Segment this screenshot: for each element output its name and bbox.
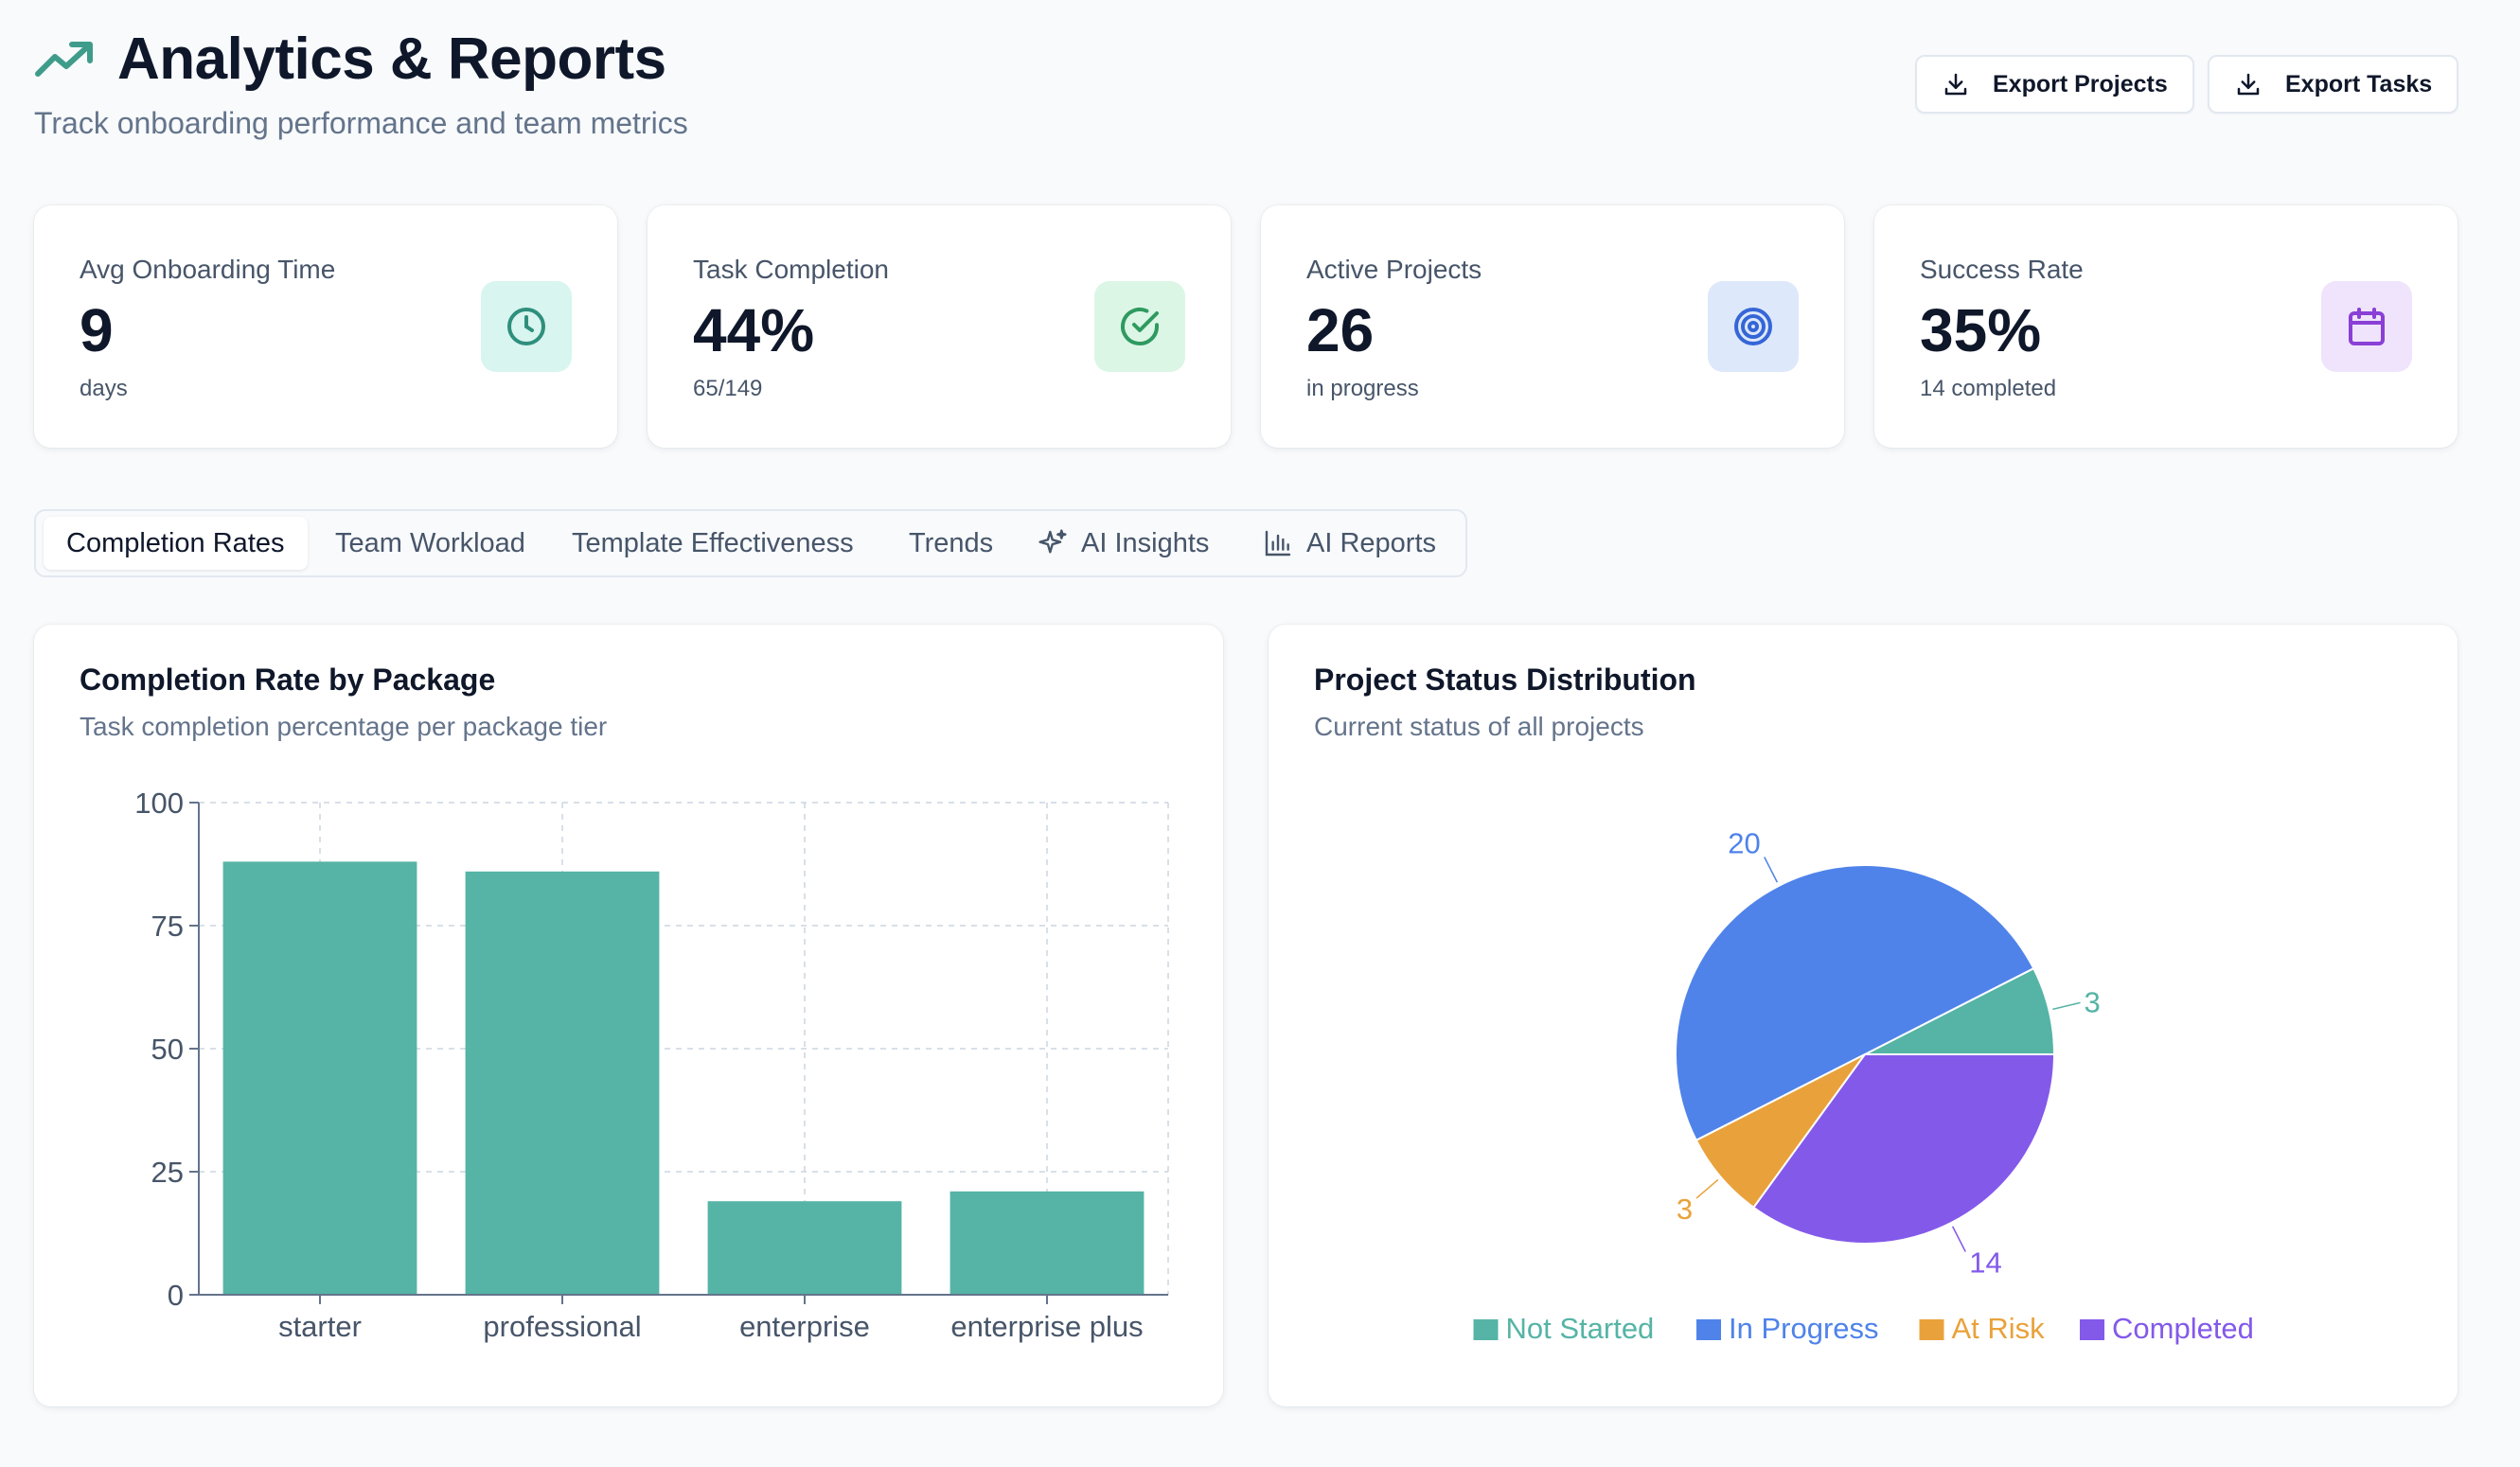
export-tasks-label: Export Tasks bbox=[2285, 70, 2433, 97]
y-tick-label: 75 bbox=[151, 910, 184, 943]
check-circle-icon bbox=[1121, 308, 1159, 345]
tab-label: AI Reports bbox=[1306, 527, 1436, 558]
tab-ai-insights[interactable]: AI Insights bbox=[1038, 517, 1209, 570]
stat-icon-box bbox=[1708, 281, 1799, 372]
tab-label: Template Effectiveness bbox=[572, 527, 854, 558]
status-pie-chart: 3 20 3 14 Not Started In Progress At Risk Compl… bbox=[1473, 827, 2254, 1345]
export-tasks-button[interactable]: Export Tasks bbox=[2208, 55, 2459, 114]
y-tick-label: 25 bbox=[151, 1156, 184, 1189]
bar-chart-icon bbox=[1265, 530, 1291, 557]
pie-leader-line bbox=[1764, 857, 1779, 883]
stat-card-avg-onboarding: Avg Onboarding Time 9 days bbox=[34, 205, 617, 448]
legend-label: Not Started bbox=[1506, 1312, 1655, 1345]
tab-completion-rates[interactable]: Completion Rates bbox=[44, 517, 308, 570]
tab-label: Trends bbox=[909, 527, 994, 558]
legend-swatch bbox=[1696, 1319, 1721, 1340]
panel-subtitle: Task completion percentage per package t… bbox=[80, 712, 608, 741]
legend-label: In Progress bbox=[1729, 1312, 1879, 1345]
pie-leader-line bbox=[1951, 1226, 1966, 1252]
stat-sub: 14 completed bbox=[1920, 376, 2057, 401]
panel-title: Project Status Distribution bbox=[1314, 663, 1696, 697]
x-tick-label: enterprise plus bbox=[950, 1310, 1143, 1343]
y-tick-label: 0 bbox=[168, 1279, 184, 1312]
status-distribution-panel: Project Status Distribution Current stat… bbox=[1269, 625, 2458, 1406]
stat-label: Active Projects bbox=[1306, 255, 1482, 284]
trending-up-icon bbox=[35, 42, 93, 77]
stat-sub: days bbox=[80, 376, 128, 401]
x-tick-label: professional bbox=[483, 1310, 641, 1343]
legend-swatch bbox=[1473, 1319, 1499, 1340]
pie-leader-line bbox=[1695, 1178, 1719, 1199]
download-icon bbox=[2237, 73, 2260, 96]
stat-sub: in progress bbox=[1306, 376, 1419, 401]
pie-value-label: 20 bbox=[1728, 827, 1760, 860]
sparkles-icon bbox=[1038, 529, 1067, 554]
legend-label: Completed bbox=[2112, 1312, 2254, 1345]
tab-label: Team Workload bbox=[335, 527, 525, 558]
y-tick-label: 100 bbox=[134, 787, 184, 820]
completion-bar-chart: 0 25 50 75 100 starter professional enterprise e… bbox=[134, 787, 1169, 1343]
legend-item-in-progress: In Progress bbox=[1696, 1312, 1879, 1345]
completion-rate-panel: Completion Rate by Package Task completi… bbox=[34, 625, 1223, 1406]
pie-legend: Not Started In Progress At Risk Completed bbox=[1473, 1312, 2254, 1345]
bar-starter bbox=[222, 861, 417, 1295]
stat-value: 35% bbox=[1920, 296, 2042, 364]
stat-value: 26 bbox=[1306, 296, 1375, 364]
x-tick-label: enterprise bbox=[739, 1310, 870, 1343]
stat-label: Success Rate bbox=[1920, 255, 2084, 284]
target-icon bbox=[1734, 308, 1772, 345]
panel-subtitle: Current status of all projects bbox=[1314, 712, 1644, 741]
legend-swatch bbox=[2080, 1319, 2104, 1340]
pie-slice-completed bbox=[1752, 1053, 2056, 1245]
export-projects-label: Export Projects bbox=[1993, 70, 2168, 97]
legend-item-not-started: Not Started bbox=[1473, 1312, 1655, 1345]
calendar-icon bbox=[2349, 308, 2385, 345]
pie-value-label: 3 bbox=[2085, 985, 2101, 1018]
stat-icon-box bbox=[2321, 281, 2412, 372]
stat-icon-box bbox=[481, 281, 572, 372]
bar-enterprise bbox=[707, 1201, 902, 1295]
stat-value: 44% bbox=[693, 296, 815, 364]
pie-value-label: 14 bbox=[1969, 1246, 2001, 1279]
stat-sub: 65/149 bbox=[693, 376, 763, 401]
x-tick-label: starter bbox=[278, 1310, 362, 1343]
stat-card-task-completion: Task Completion 44% 65/149 bbox=[648, 205, 1231, 448]
legend-swatch bbox=[1919, 1319, 1944, 1340]
tab-bar: Completion Rates Team Workload Template … bbox=[34, 509, 1467, 577]
tab-team-workload[interactable]: Team Workload bbox=[335, 517, 525, 570]
tab-ai-reports[interactable]: AI Reports bbox=[1263, 517, 1436, 570]
y-tick-label: 50 bbox=[151, 1033, 184, 1066]
export-projects-button[interactable]: Export Projects bbox=[1915, 55, 2194, 114]
stat-value: 9 bbox=[80, 296, 114, 364]
clock-icon bbox=[507, 308, 545, 345]
legend-item-completed: Completed bbox=[2080, 1312, 2254, 1345]
panel-title: Completion Rate by Package bbox=[80, 663, 496, 697]
tab-label: Completion Rates bbox=[66, 527, 285, 558]
bar-enterprise-plus bbox=[949, 1191, 1145, 1295]
stat-icon-box bbox=[1094, 281, 1185, 372]
stat-label: Avg Onboarding Time bbox=[80, 255, 336, 284]
tab-trends[interactable]: Trends bbox=[909, 517, 993, 570]
stat-card-active-projects: Active Projects 26 in progress bbox=[1261, 205, 1844, 448]
bar-professional bbox=[465, 871, 660, 1295]
stat-card-success-rate: Success Rate 35% 14 completed bbox=[1874, 205, 2458, 448]
legend-label: At Risk bbox=[1952, 1312, 2046, 1345]
page-subtitle: Track onboarding performance and team me… bbox=[34, 106, 688, 140]
download-icon bbox=[1944, 73, 1967, 96]
legend-item-at-risk: At Risk bbox=[1919, 1312, 2046, 1345]
page-title: Analytics & Reports bbox=[117, 27, 666, 92]
pie-leader-line bbox=[2052, 1001, 2081, 1011]
pie-value-label: 3 bbox=[1677, 1193, 1693, 1226]
tab-template-effectiveness[interactable]: Template Effectiveness bbox=[572, 517, 854, 570]
pie-slice-in-progress bbox=[1675, 864, 2035, 1142]
stat-label: Task Completion bbox=[693, 255, 889, 284]
tab-label: AI Insights bbox=[1081, 527, 1210, 558]
